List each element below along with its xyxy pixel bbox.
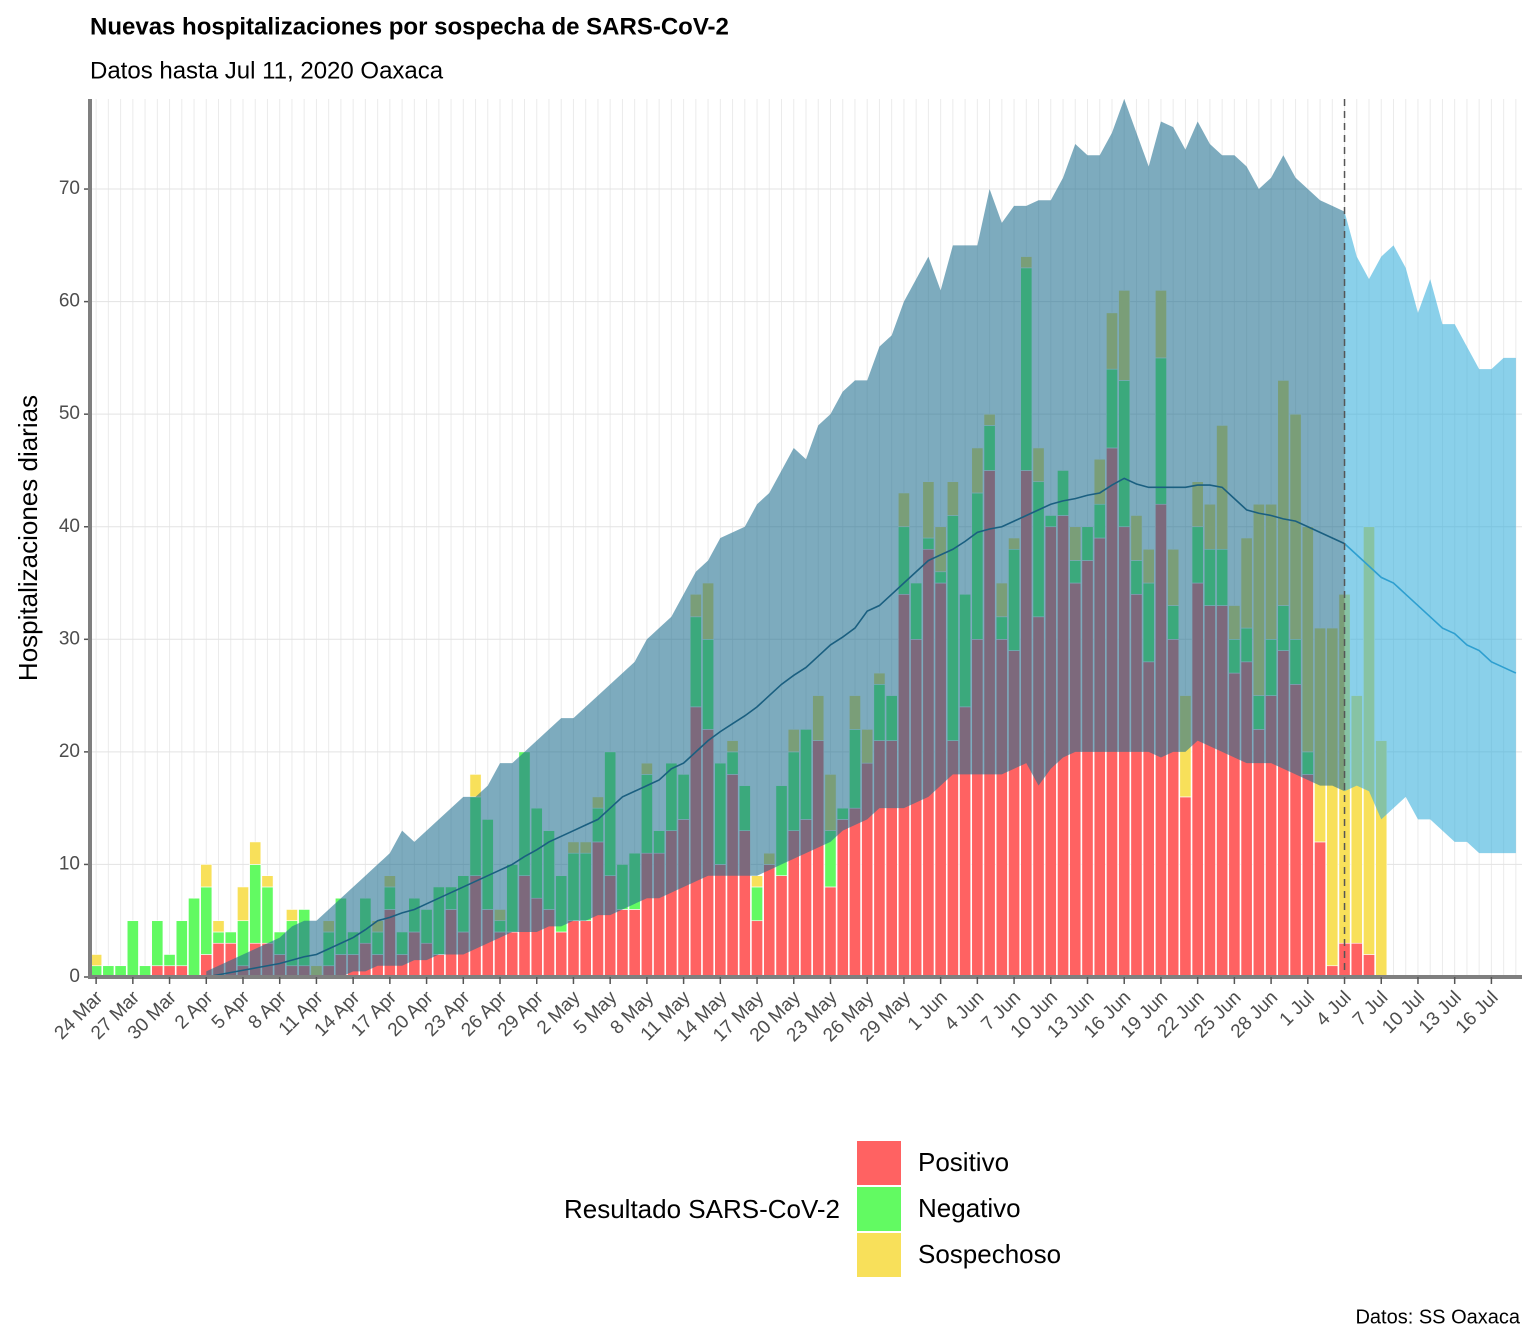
y-tick-label: 20 <box>59 741 80 762</box>
bar-segment <box>175 920 188 967</box>
bar-segment <box>261 875 274 888</box>
y-tick-label: 0 <box>69 966 80 987</box>
bar-segment <box>126 920 139 978</box>
bar-segment <box>237 886 249 922</box>
chart-subtitle: Datos hasta Jul 11, 2020 Oaxaca <box>90 57 444 84</box>
bar-segment <box>775 875 788 978</box>
bar-segment <box>261 886 274 944</box>
legend-swatch <box>855 1231 903 1279</box>
y-tick-label: 60 <box>59 291 80 312</box>
y-tick-label: 40 <box>59 516 80 537</box>
legend-swatch <box>855 1185 903 1233</box>
bar-segment <box>432 954 445 978</box>
bar-segment <box>188 897 200 978</box>
bar-segment <box>1252 729 1265 978</box>
bar-segment <box>1179 796 1192 978</box>
y-tick-label: 70 <box>59 178 80 199</box>
bar-segment <box>579 920 592 978</box>
chart-title: Nuevas hospitalizaciones por sospecha de… <box>90 13 729 40</box>
bar-segment <box>849 807 861 978</box>
bar-segment <box>286 909 298 922</box>
bar-segment <box>1350 942 1363 978</box>
bar-segment <box>249 841 262 865</box>
bar-segment <box>224 931 237 944</box>
bar-segment <box>1363 954 1375 978</box>
bar-segment <box>506 931 519 978</box>
bar-segment <box>212 931 225 944</box>
bar-segment <box>751 886 763 922</box>
legend-title: Resultado SARS-CoV-2 <box>564 1194 840 1224</box>
x-tick-label: 5 Apr <box>208 987 255 1034</box>
bar-segment <box>763 864 776 978</box>
legend-swatch <box>855 1139 903 1187</box>
x-tick-label: 16 Jul <box>1452 987 1503 1038</box>
bar-segment <box>751 875 763 888</box>
x-tick-label: 4 Jul <box>1312 987 1355 1030</box>
trend-line <box>1343 543 1517 674</box>
confidence-band <box>206 99 1345 977</box>
bar-segment <box>1338 942 1351 978</box>
bar-segment <box>200 864 213 888</box>
y-tick-label: 30 <box>59 628 80 649</box>
bar-segment <box>824 886 837 978</box>
x-tick-label: 1 Jul <box>1276 987 1319 1030</box>
legend-label: Negativo <box>918 1193 1021 1223</box>
bar-segment <box>567 920 580 978</box>
x-tick-label: 4 Jun <box>941 987 989 1035</box>
y-axis-label: Hospitalizaciones diarias <box>13 395 43 681</box>
bar-segment <box>628 909 641 978</box>
bar-segment <box>555 931 568 978</box>
legend-label: Positivo <box>918 1147 1009 1177</box>
bar-segment <box>751 920 763 978</box>
bar-segment <box>714 864 727 978</box>
y-tick-label: 50 <box>59 403 80 424</box>
bar-segment <box>163 954 176 967</box>
bar-segment <box>151 920 164 967</box>
bar-segment <box>90 954 103 967</box>
bar-segment <box>1314 841 1326 978</box>
bar-segment <box>836 819 849 978</box>
bar-segment <box>249 864 262 944</box>
x-tick-label: 1 Jun <box>904 987 952 1035</box>
bar-segment <box>1301 774 1314 978</box>
bar-segment <box>616 909 629 978</box>
bar-segment <box>212 920 225 933</box>
confidence-band <box>1344 211 1516 854</box>
legend-label: Sospechoso <box>918 1239 1061 1269</box>
x-tick-label: 2 Apr <box>171 987 218 1034</box>
trend-line <box>206 477 1345 978</box>
caption: Datos: SS Oaxaca <box>1355 1306 1520 1328</box>
bar-segment <box>200 886 213 955</box>
y-tick-label: 10 <box>59 853 80 874</box>
